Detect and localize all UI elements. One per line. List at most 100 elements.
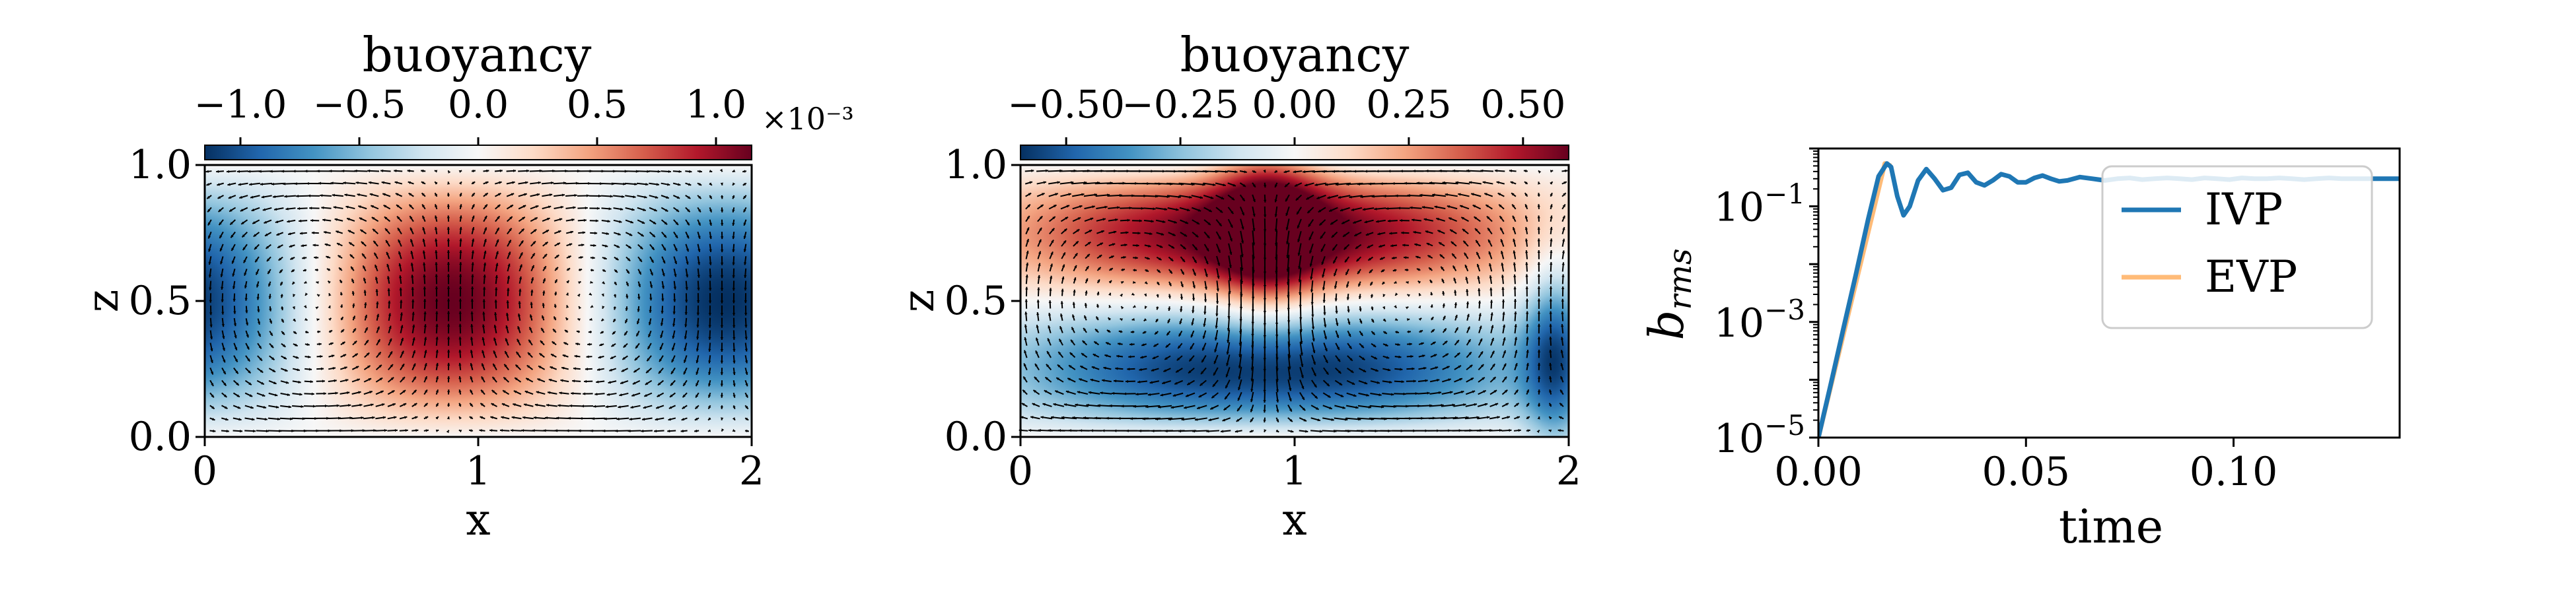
quiver-arrowhead	[507, 263, 511, 267]
quiver-arrowhead	[1157, 282, 1160, 285]
quiver-arrowhead	[349, 254, 353, 257]
quiver-arrowhead	[1380, 182, 1383, 185]
quiver-arrowhead	[606, 232, 609, 236]
quiver-arrowhead	[1156, 307, 1159, 310]
quiver-arrowhead	[709, 262, 712, 265]
quiver-arrowhead	[412, 350, 415, 354]
quiver-arrowhead	[1398, 355, 1402, 358]
quiver-arrowhead	[1425, 230, 1429, 234]
quiver-arrowhead	[349, 242, 352, 246]
quiver-arrowhead	[694, 417, 698, 420]
quiver-arrowhead	[1189, 195, 1192, 199]
quiver-arrowhead	[470, 403, 473, 407]
quiver-arrowhead	[659, 346, 662, 350]
quiver-arrowhead	[1537, 362, 1541, 366]
quiver-arrowhead	[1061, 416, 1065, 419]
quiver-arrowhead	[733, 348, 736, 352]
quiver-arrowhead	[287, 393, 291, 397]
quiver-arrowhead	[1499, 204, 1502, 208]
quiver-arrowhead	[1361, 345, 1364, 348]
quiver-arrowhead	[232, 273, 235, 277]
quiver-arrowhead	[1295, 183, 1298, 187]
quiver-arrowhead	[1139, 368, 1142, 372]
quiver-arrowhead	[1139, 219, 1142, 222]
quiver-arrowhead	[1336, 323, 1339, 326]
quiver-arrowhead	[672, 312, 676, 315]
quiver-arrowhead	[1436, 217, 1439, 221]
quiver-arrowhead	[1227, 340, 1230, 343]
quiver-arrowhead	[559, 391, 562, 395]
y-ticks: 0.00.51.0	[129, 142, 205, 460]
quiver-arrowhead	[217, 196, 221, 199]
quiver-arrowhead	[1068, 193, 1071, 196]
quiver-arrowhead	[1073, 289, 1076, 293]
quiver-arrowhead	[1338, 195, 1342, 199]
quiver-arrowhead	[517, 314, 521, 317]
quiver-arrowhead	[565, 292, 569, 296]
y-tick-label: 0.0	[129, 414, 192, 460]
quiver-arrowhead	[1503, 363, 1507, 367]
quiver-arrowhead	[208, 236, 211, 239]
quiver-arrowhead	[1331, 234, 1335, 238]
quiver-arrowhead	[1516, 403, 1519, 406]
quiver-arrowhead	[508, 251, 511, 255]
quiver-arrowhead	[261, 381, 264, 385]
quiver-arrowhead	[294, 182, 297, 185]
quiver-arrowhead	[208, 275, 212, 278]
quiver-arrowhead	[271, 357, 275, 360]
quiver-arrowhead	[1206, 248, 1209, 251]
y-tick-label: 10−5	[1714, 409, 1805, 462]
quiver-arrowhead	[373, 228, 376, 232]
quiver-arrowhead	[1332, 248, 1336, 251]
quiver-arrowhead	[1096, 291, 1100, 295]
quiver-arrowhead	[638, 271, 641, 275]
quiver-arrowhead	[1345, 259, 1348, 263]
quiver-arrowhead	[1320, 236, 1324, 239]
quiver-arrowhead	[1229, 238, 1233, 242]
quiver-arrowhead	[234, 347, 238, 350]
quiver-arrowhead	[1275, 346, 1279, 349]
quiver-arrowhead	[1358, 296, 1362, 299]
quiver-arrowhead	[577, 281, 581, 284]
quiver-arrowhead	[470, 350, 474, 353]
quiver-arrowhead	[223, 383, 227, 386]
quiver-arrowhead	[1065, 216, 1069, 220]
x-axis-label: time	[2059, 500, 2163, 554]
quiver-arrowhead	[1048, 428, 1051, 432]
quiver-arrowhead	[637, 309, 640, 312]
quiver-arrowhead	[362, 253, 365, 257]
quiver-arrowhead	[268, 296, 271, 299]
quiver-arrowhead	[630, 220, 633, 224]
quiver-arrowhead	[683, 371, 686, 375]
quiver-arrowhead	[696, 348, 699, 352]
quiver-arrowhead	[492, 376, 495, 380]
quiver-arrowhead	[1079, 429, 1083, 432]
quiver-arrowhead	[1036, 325, 1039, 328]
quiver-arrowhead	[1404, 256, 1407, 259]
quiver-arrowhead	[1537, 274, 1540, 277]
quiver-arrowhead	[1050, 251, 1054, 255]
quiver-arrowhead	[1164, 429, 1168, 433]
quiver-arrowhead	[425, 429, 429, 432]
quiver-arrowhead	[1431, 329, 1435, 333]
quiver-arrowhead	[1229, 265, 1232, 269]
quiver-arrowhead	[472, 227, 475, 230]
quiver-arrowhead	[447, 193, 450, 196]
quiver-arrowhead	[588, 330, 592, 333]
quiver-arrowhead	[1202, 335, 1205, 339]
quiver-arrowhead	[263, 405, 267, 409]
quiver-arrowhead	[746, 429, 749, 432]
quiver-arrowhead	[1562, 204, 1565, 207]
quiver-arrowhead	[1048, 325, 1051, 329]
y-tick-label: 0.0	[945, 414, 1007, 460]
quiver-arrowhead	[593, 244, 596, 248]
quiver-arrowhead	[1073, 277, 1077, 280]
quiver-arrowhead	[1392, 256, 1395, 259]
quiver-arrowhead	[1024, 350, 1027, 354]
quiver-arrowhead	[1203, 312, 1207, 315]
quiver-arrowhead	[1335, 183, 1339, 186]
quiver-arrowhead	[515, 364, 519, 368]
quiver-arrowhead	[1524, 204, 1528, 207]
quiver-arrowhead	[1557, 429, 1561, 432]
